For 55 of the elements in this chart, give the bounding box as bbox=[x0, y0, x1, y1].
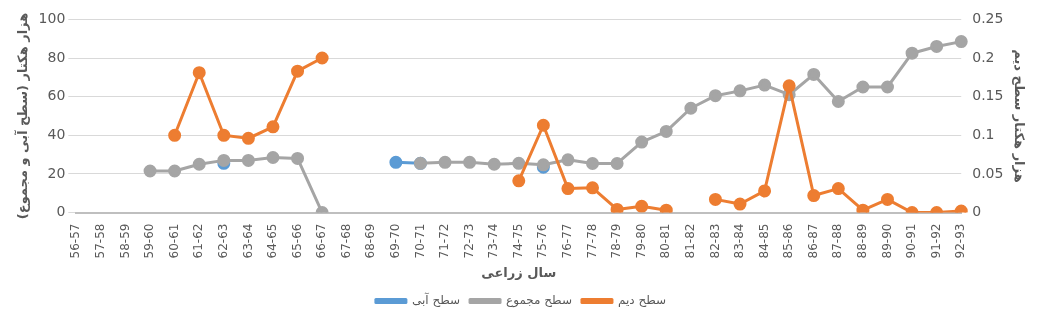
x-tick-label: 64-65 bbox=[265, 223, 280, 259]
x-tick-label: 86-87 bbox=[805, 223, 820, 259]
x-tick-label: 68-69 bbox=[363, 223, 378, 259]
legend-label: سطح آبی bbox=[411, 292, 461, 308]
y2-tick-label: 0.15 bbox=[972, 87, 1004, 104]
x-tick-label: 90-91 bbox=[904, 223, 919, 259]
x-tick-label: 78-79 bbox=[609, 223, 624, 259]
x-tick-label: 79-80 bbox=[633, 223, 648, 259]
x-tick-label: 72-73 bbox=[461, 223, 476, 259]
x-tick-label: 81-82 bbox=[682, 223, 697, 259]
x-tick-label: 65-66 bbox=[289, 223, 304, 259]
x-tick-label: 89-90 bbox=[879, 223, 894, 259]
y-tick-label: 80 bbox=[47, 48, 66, 65]
legend-label: سطح دیم bbox=[617, 293, 667, 308]
x-tick-label: 67-68 bbox=[338, 223, 353, 259]
y2-tick-label: 0.25 bbox=[972, 10, 1004, 27]
x-tick-label: 83-84 bbox=[732, 223, 747, 259]
x-tick-label: 85-86 bbox=[781, 223, 796, 259]
legend-label: سطح مجموع bbox=[506, 293, 572, 309]
x-tick-label: 92-93 bbox=[953, 223, 968, 259]
y2-tick-label: 0.1 bbox=[972, 125, 995, 142]
y-tick-label: 20 bbox=[47, 164, 66, 181]
x-tick-label: 59-60 bbox=[142, 223, 157, 259]
y-tick-label: 100 bbox=[38, 10, 66, 27]
x-tick-label: 80-81 bbox=[658, 223, 673, 259]
y-tick-label: 40 bbox=[47, 125, 66, 142]
x-tick-label: 77-78 bbox=[584, 223, 599, 259]
x-tick-label: 58-59 bbox=[117, 223, 132, 259]
y2-tick-label: 0 bbox=[972, 203, 982, 220]
x-tick-label: 61-62 bbox=[191, 223, 206, 259]
x-tick-label: 76-77 bbox=[560, 223, 575, 259]
x-tick-label: 75-76 bbox=[535, 223, 550, 259]
y2-tick-label: 0.2 bbox=[972, 48, 995, 65]
y2-tick-label: 0.05 bbox=[972, 164, 1004, 181]
x-tick-label: 63-64 bbox=[240, 223, 255, 259]
x-tick-label: 60-61 bbox=[166, 223, 181, 259]
x-tick-label: 91-92 bbox=[928, 223, 943, 259]
x-tick-label: 84-85 bbox=[756, 223, 771, 259]
x-axis-title: سال زراعی bbox=[481, 264, 557, 280]
y2-axis-title: هزار هکتار سطح دیم bbox=[1011, 49, 1027, 183]
x-tick-label: 87-88 bbox=[830, 223, 845, 259]
x-tick-label: 70-71 bbox=[412, 223, 427, 259]
x-tick-label: 73-74 bbox=[486, 223, 501, 259]
x-tick-label: 56-57 bbox=[68, 223, 83, 259]
x-tick-label: 71-72 bbox=[437, 223, 452, 259]
x-tick-label: 69-70 bbox=[388, 223, 402, 259]
x-tick-label: 57-58 bbox=[93, 223, 108, 259]
y-axis-title: هزار هکتار (سطح آبی و مجموع) bbox=[14, 12, 31, 220]
x-tick-label: 62-63 bbox=[215, 223, 230, 259]
x-tick-label: 66-67 bbox=[314, 223, 329, 259]
x-tick-label: 82-83 bbox=[707, 223, 722, 259]
y-tick-label: 0 bbox=[56, 203, 66, 220]
x-tick-label: 74-75 bbox=[510, 223, 525, 259]
x-tick-label: 88-89 bbox=[855, 223, 870, 259]
y-tick-label: 60 bbox=[47, 87, 66, 104]
